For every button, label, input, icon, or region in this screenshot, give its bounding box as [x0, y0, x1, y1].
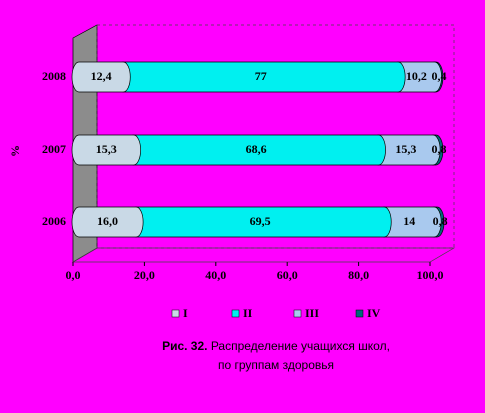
data-label: 68,6 [246, 142, 267, 156]
x-tick-label: 40,0 [205, 268, 226, 282]
legend-label: III [305, 306, 319, 320]
data-label: 0,8 [433, 214, 448, 228]
x-tick-label: 60,0 [277, 268, 298, 282]
legend-swatch [355, 309, 364, 318]
caption-line: Распределение учащихся школ, [211, 339, 390, 353]
data-label: 0,4 [432, 69, 447, 83]
legend-swatch [231, 309, 240, 318]
bar-segment [71, 61, 131, 93]
x-tick-label: 0,0 [66, 268, 81, 282]
y-tick-label: 2006 [42, 214, 66, 228]
data-label: 15,3 [395, 142, 416, 156]
caption-line: по группам здоровья [218, 358, 334, 372]
bar-segment [71, 206, 144, 238]
legend-label: IV [367, 306, 381, 320]
y-tick-label: 2008 [42, 69, 66, 83]
x-tick-label: 80,0 [348, 268, 369, 282]
legend-swatch [293, 309, 302, 318]
y-axis-label: % [8, 145, 22, 157]
legend-swatch [171, 309, 180, 318]
caption: Рис. 32. Распределение учащихся школ, [162, 339, 390, 353]
bar-segment [71, 134, 141, 166]
data-label: 77 [255, 69, 267, 83]
legend-label: I [183, 306, 188, 320]
floor [71, 247, 456, 263]
x-tick-label: 100,0 [417, 268, 444, 282]
data-label: 10,2 [406, 69, 427, 83]
data-label: 12,4 [91, 69, 112, 83]
data-label: 14 [403, 214, 415, 228]
data-label: 0,8 [432, 142, 447, 156]
data-label: 69,5 [250, 214, 271, 228]
data-label: 16,0 [97, 214, 118, 228]
y-tick-label: 2007 [42, 142, 66, 156]
caption-label: Рис. 32. [162, 339, 207, 353]
legend-label: II [243, 306, 253, 320]
x-tick-label: 20,0 [134, 268, 155, 282]
data-label: 15,3 [96, 142, 117, 156]
